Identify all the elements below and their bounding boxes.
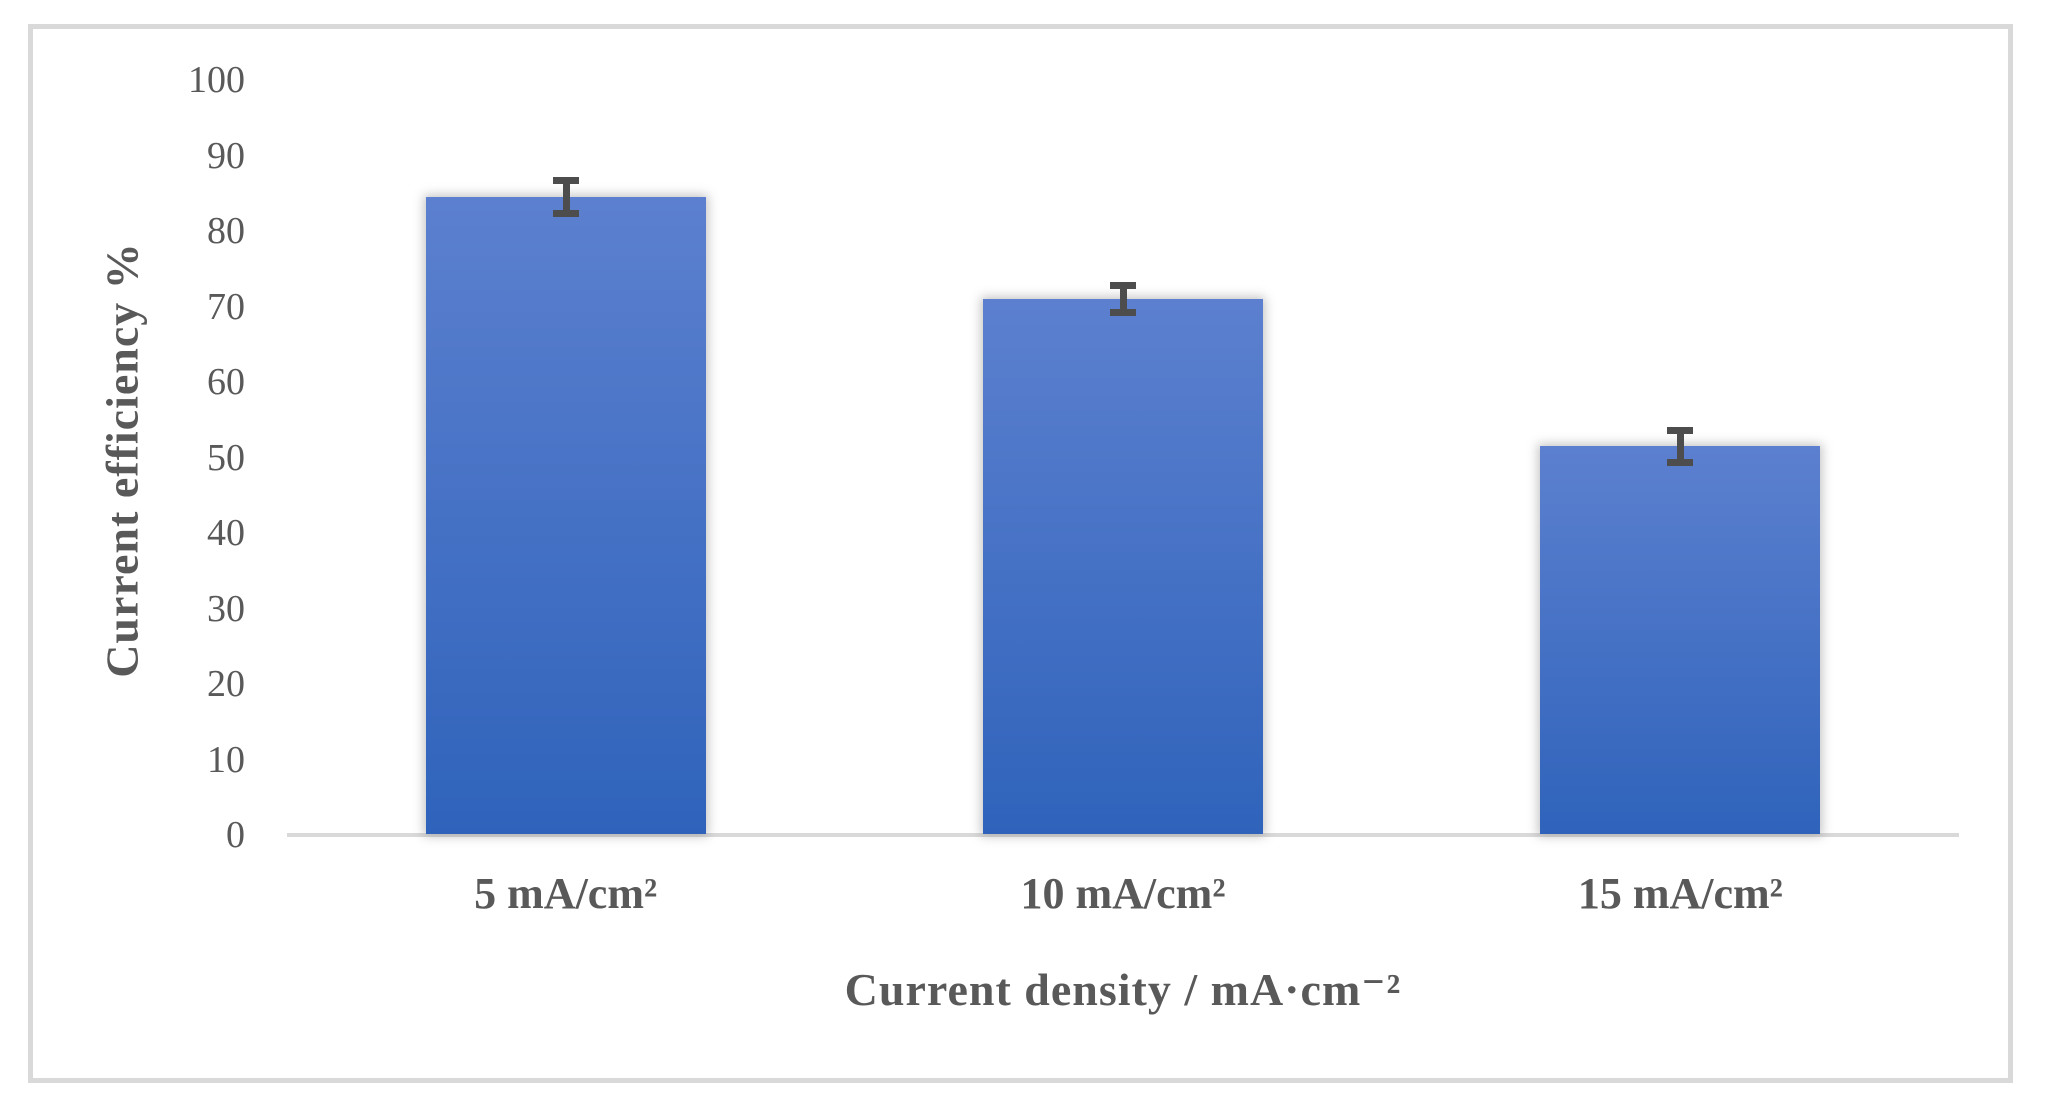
x-category-label: 5 mA/cm² <box>474 869 658 918</box>
y-tick-label: 30 <box>207 587 245 630</box>
y-tick-label: 20 <box>207 663 245 705</box>
error-bar <box>552 177 579 217</box>
x-axis-line <box>287 833 1959 837</box>
x-category-label: 15 mA/cm² <box>1577 869 1783 918</box>
y-tick-label: 60 <box>207 361 245 403</box>
bar <box>1540 446 1821 834</box>
error-bar-stem <box>562 177 570 217</box>
y-tick-label: 10 <box>207 738 245 781</box>
y-tick-label: 50 <box>207 436 245 479</box>
x-axis-title: Current density / mA·cm⁻² <box>844 964 1402 1015</box>
y-tick-label: 100 <box>188 59 245 101</box>
y-tick-label: 40 <box>207 512 245 554</box>
error-bar-stem <box>1677 426 1685 466</box>
error-bar-stem <box>1120 282 1127 316</box>
error-bar <box>1667 426 1694 466</box>
y-tick-label: 80 <box>207 210 245 252</box>
error-bar <box>1110 282 1136 316</box>
x-category-label: 10 mA/cm² <box>1020 869 1226 918</box>
bar <box>983 298 1263 834</box>
bar <box>425 197 706 834</box>
error-bar-cap <box>1110 308 1136 316</box>
y-tick-label: 70 <box>207 285 245 328</box>
y-tick-label: 0 <box>226 814 245 856</box>
error-bar-cap <box>552 209 579 217</box>
y-tick-label: 90 <box>207 134 245 177</box>
error-bar-cap <box>1667 458 1694 466</box>
